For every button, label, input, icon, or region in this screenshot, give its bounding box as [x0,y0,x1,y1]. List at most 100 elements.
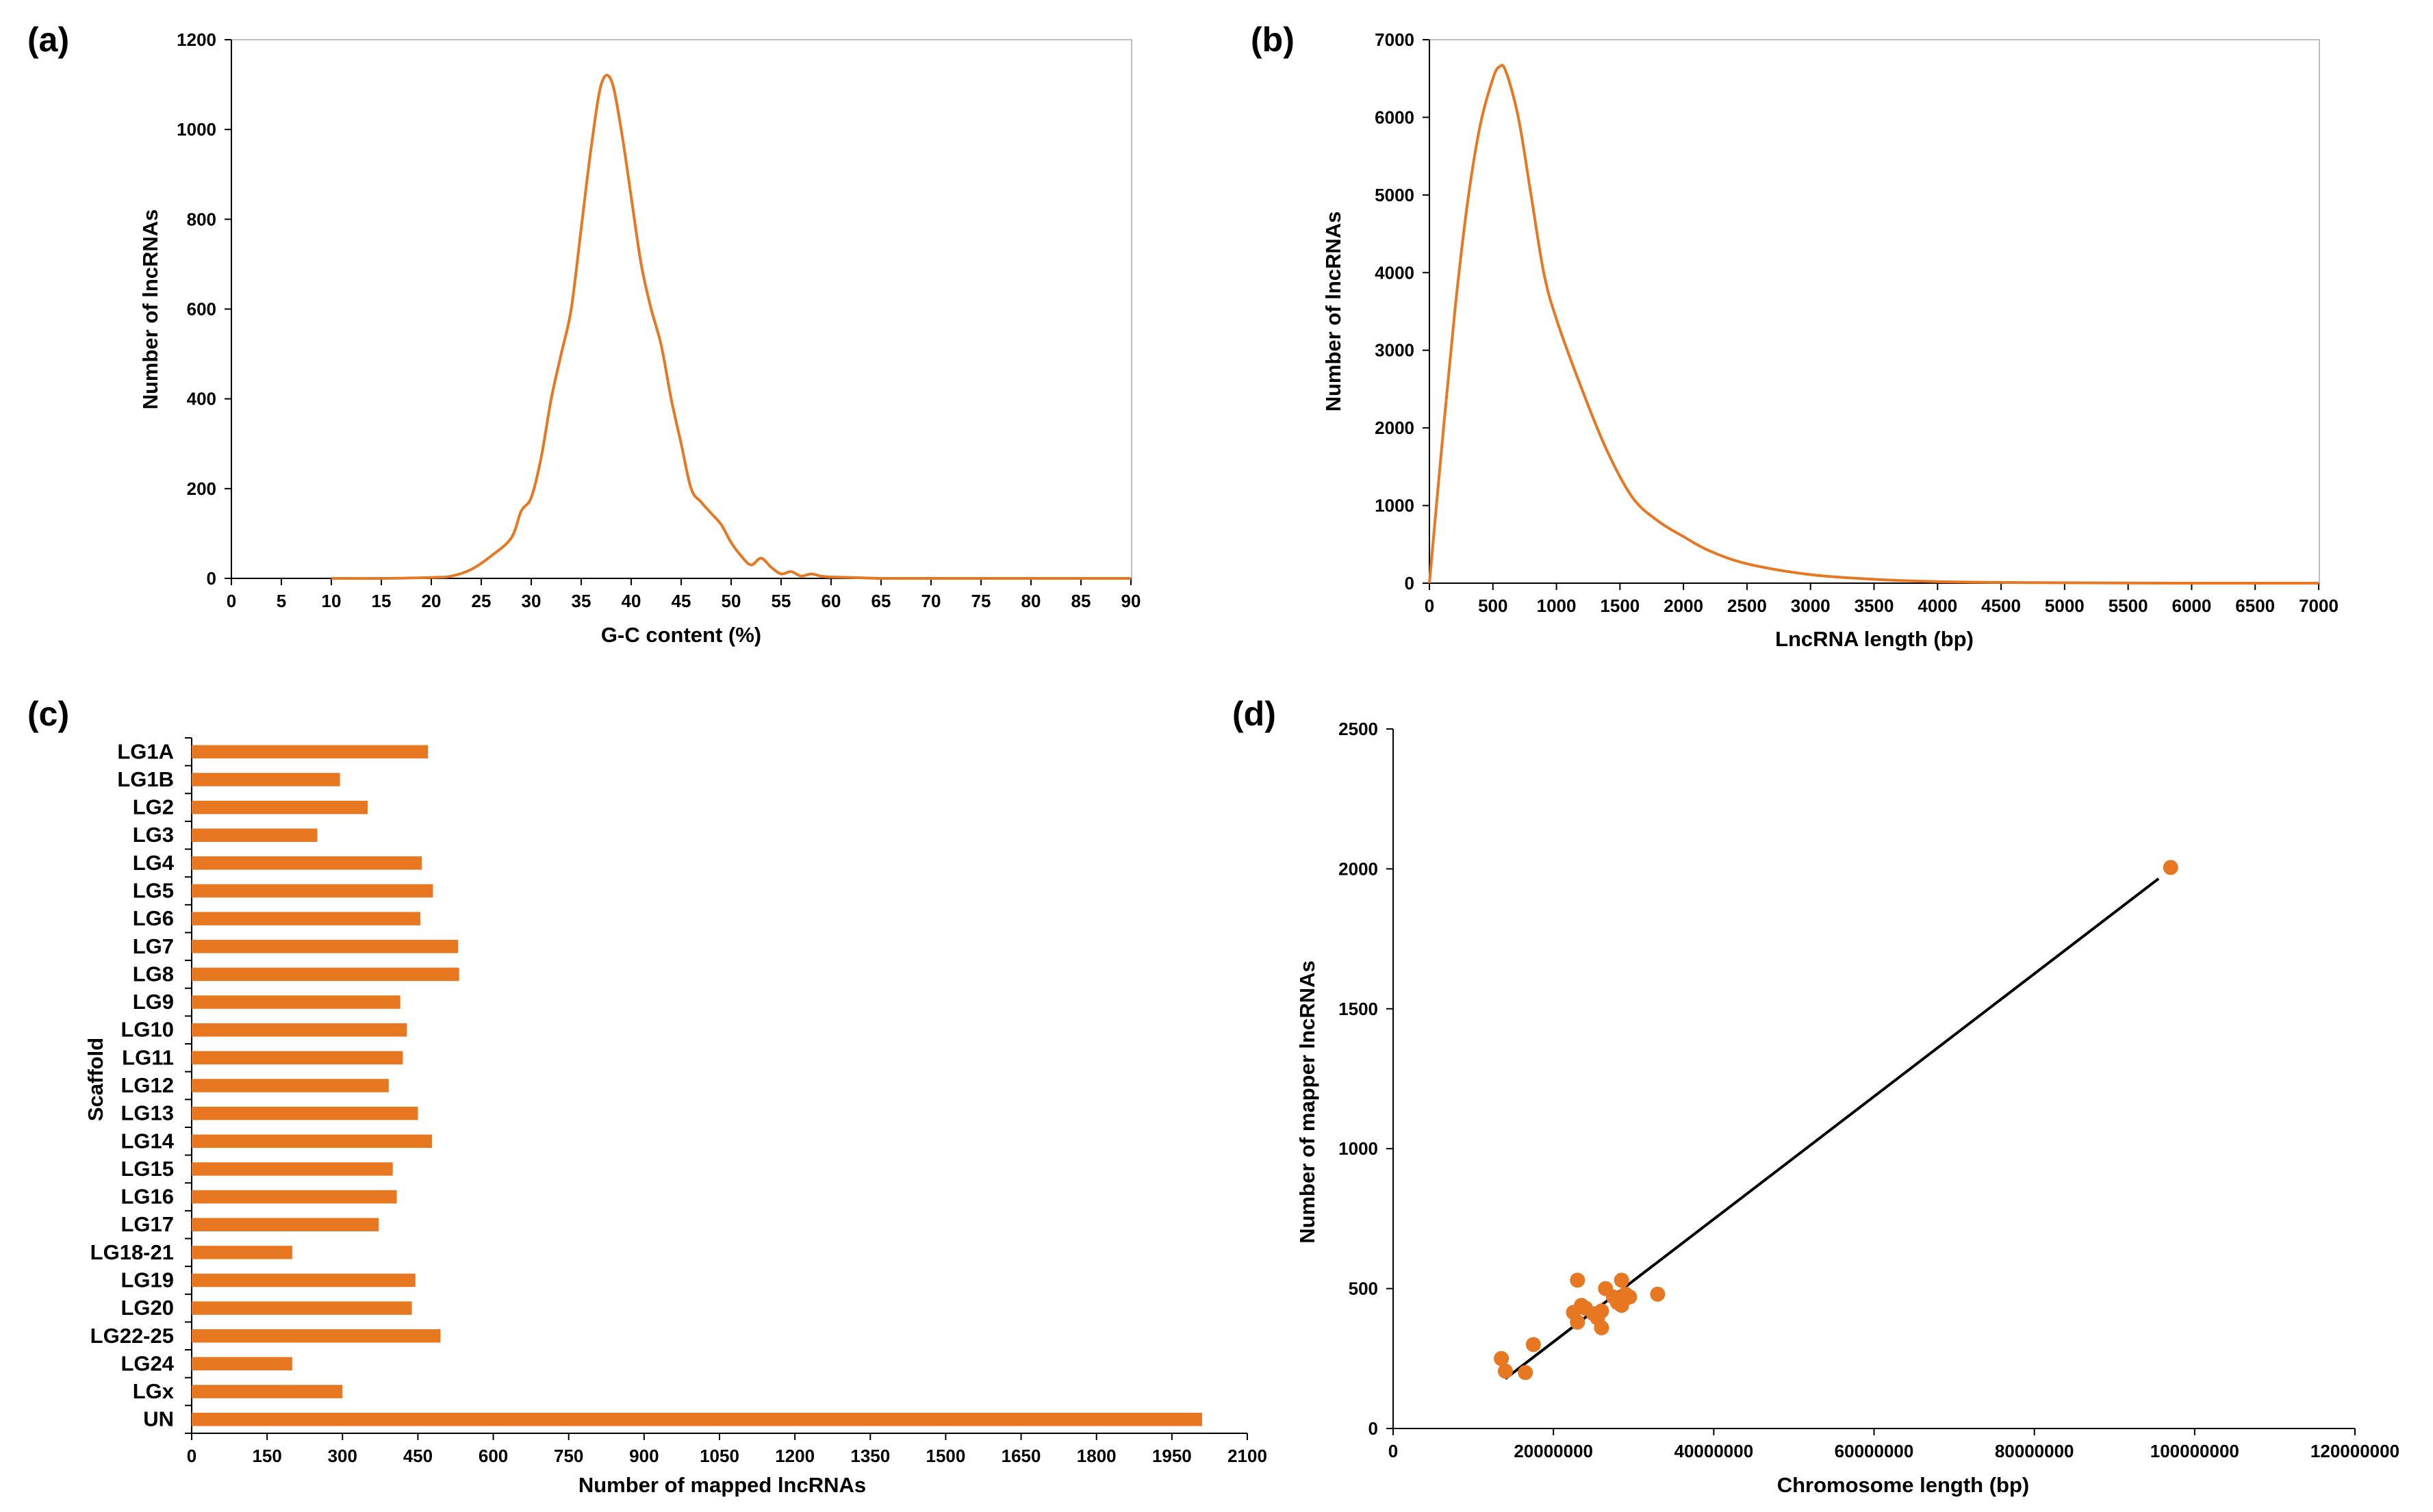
a-y-tick-label: 200 [187,478,216,499]
d-scatter-point [1650,1286,1666,1302]
b-x-tick-label: 1000 [1537,595,1577,616]
a-x-tick-label: 50 [722,591,741,611]
a-x-tick-label: 30 [522,591,542,611]
b-x-tick-label: 1500 [1600,595,1640,616]
b-y-tick-label: 2000 [1375,418,1414,438]
c-category-label: LG22-25 [90,1324,174,1348]
c-category-label: LG2 [133,795,174,819]
c-bar [192,856,422,870]
c-bar [192,828,318,842]
d-scatter-point [1570,1314,1585,1330]
d-x-tick-label: 20000000 [1514,1441,1593,1461]
c-x-tick-label: 750 [554,1446,583,1466]
c-x-tick-label: 1350 [850,1446,890,1466]
b-y-tick-label: 0 [1405,573,1414,593]
c-category-label: UN [143,1407,174,1431]
d-x-tick-label: 120000000 [2310,1441,2399,1461]
d-scatter-point [1594,1303,1609,1319]
panel-c-scaffold-bar-chart: (c) 0 150 300 450 600 750 900 1050 1200 1350 1500 1… [27,695,1267,1497]
a-x-tick-label: 35 [572,591,591,611]
c-bar [192,995,400,1009]
b-y-tick-label: 7000 [1375,29,1414,50]
a-y-tick-label: 1000 [177,119,216,140]
a-y-tick-label: 0 [207,568,216,589]
panel-a-gc-content-chart: (a) 0 5 10 15 20 25 30 35 40 45 50 55 60 65 70 75 80 85 90… [27,21,1141,647]
panel-c-category-ticks: LG1A LG1B LG2 LG3 LG4 LG5 LG6 LG7 LG8 LG9 LG10 LG11… [90,737,192,1434]
panel-b-length-chart: (b) 0 500 1000 1500 2000 2500 3000 3500 4000 4500… [1251,21,2339,651]
c-category-label: LG10 [120,1018,174,1042]
b-series-line [1428,64,2319,585]
panel-a-x-ticks: 0 5 10 15 20 25 30 35 40 45 50 55 60 65 70 75 80 85 90 [227,578,1141,611]
a-x-tick-label: 55 [772,591,791,611]
panel-a-plot-frame [231,39,1132,579]
panel-b-x-ticks: 0 500 1000 1500 2000 2500 3000 3500 4000 4500 5000… [1425,583,2339,616]
c-bar [192,1023,407,1037]
d-scatter-point [1494,1350,1510,1366]
b-x-tick-label: 3000 [1791,595,1831,616]
panel-d-x-ticks: 0 20000000 40000000 60000000 80000000 1000000… [1388,1428,2399,1461]
c-category-label: LG9 [133,990,174,1014]
panel-c-x-axis-label: Number of mapped lncRNAs [578,1473,866,1497]
a-x-tick-label: 0 [227,591,236,611]
c-category-label: LG12 [120,1073,174,1097]
a-x-tick-label: 40 [622,591,641,611]
a-x-tick-label: 75 [971,591,991,611]
a-y-tick-label: 1200 [177,29,216,50]
d-x-tick-label: 0 [1388,1441,1398,1461]
panel-d-label: (d) [1232,695,1276,733]
c-bar [192,1246,292,1259]
c-category-label: LG8 [133,962,174,986]
panel-d-x-axis-label: Chromosome length (bp) [1777,1473,2030,1497]
panel-b-y-ticks: 0 1000 2000 3000 4000 5000 6000 7000 [1375,29,1429,593]
c-bar [192,1329,441,1343]
d-x-tick-label: 60000000 [1835,1441,1914,1461]
b-x-tick-label: 6000 [2172,595,2212,616]
b-y-tick-label: 5000 [1375,185,1414,205]
d-x-tick-label: 80000000 [1995,1441,2074,1461]
panel-b-axes [1429,40,2319,584]
c-x-tick-label: 1800 [1077,1446,1117,1466]
c-category-label: LG18-21 [90,1240,174,1264]
d-y-tick-label: 500 [1349,1279,1378,1299]
panel-d-scatter-chart: (d) 0 20000000 40000000 60000000 80000000 100… [1232,695,2399,1497]
c-x-tick-label: 1050 [700,1446,739,1466]
d-y-tick-label: 2000 [1338,858,1378,879]
b-x-tick-label: 0 [1425,595,1434,616]
d-scatter-point [1570,1272,1585,1288]
d-x-tick-label: 40000000 [1674,1441,1753,1461]
c-bar [192,1051,403,1065]
c-x-tick-label: 2100 [1227,1446,1267,1466]
c-bar [192,745,429,759]
d-scatter-point [2163,860,2178,875]
d-x-tick-label: 100000000 [2150,1441,2239,1461]
d-y-tick-label: 0 [1368,1418,1378,1439]
c-category-label: LG1A [117,739,174,763]
c-x-tick-label: 150 [252,1446,281,1466]
panel-a-label: (a) [27,21,69,59]
c-category-label: LG20 [120,1296,174,1320]
d-scatter-point [1525,1337,1541,1353]
c-bar [192,1190,397,1204]
c-bar [192,1357,292,1371]
c-bar [192,912,421,925]
c-category-label: LG1B [117,767,174,791]
c-x-tick-label: 300 [328,1446,357,1466]
c-category-label: LG4 [133,851,175,875]
c-bar [192,1079,389,1092]
c-x-tick-label: 450 [403,1446,433,1466]
c-bar [192,773,340,786]
b-x-tick-label: 5500 [2109,595,2148,616]
c-category-label: LG14 [120,1129,174,1153]
c-bar [192,1412,1202,1426]
panel-a-x-axis-label: G-C content (%) [601,623,761,647]
c-category-label: LG24 [120,1351,174,1375]
a-x-tick-label: 45 [672,591,691,611]
a-x-tick-label: 70 [921,591,941,611]
a-x-tick-label: 5 [277,591,286,611]
c-bar [192,1134,432,1149]
d-scatter-point [1622,1289,1638,1305]
panel-a-y-axis-label: Number of lncRNAs [138,209,162,410]
panel-c-x-ticks: 0 150 300 450 600 750 900 1050 1200 1350 1500 1650 1… [187,1433,1267,1466]
c-category-label: LG19 [120,1268,174,1292]
a-x-tick-label: 80 [1021,591,1041,611]
